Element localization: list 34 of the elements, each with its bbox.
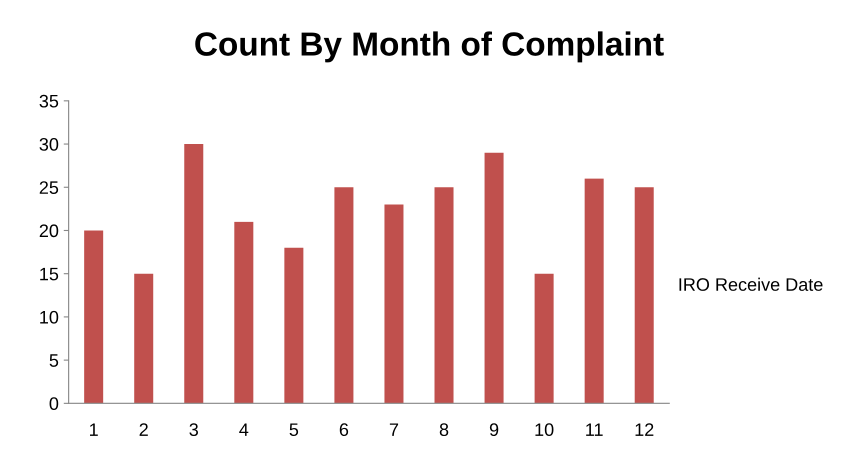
bar xyxy=(184,144,204,404)
x-tick-label: 2 xyxy=(140,423,148,436)
text: IRO Receive Date xyxy=(679,278,823,291)
x-tick-label: 6 xyxy=(340,423,348,436)
x-tick-label: 12 xyxy=(636,423,654,436)
bar xyxy=(384,204,404,404)
bar xyxy=(234,222,254,404)
x-tick-label: 4 xyxy=(239,423,248,436)
y-tick-label: 30 xyxy=(40,138,58,151)
y-tick-label: 5 xyxy=(50,354,58,367)
bar xyxy=(534,274,554,404)
y-tick-label: 35 xyxy=(40,94,58,108)
x-tick-label: 3 xyxy=(189,423,198,436)
y-tick-label: 10 xyxy=(40,310,58,324)
x-tick-label: 10 xyxy=(535,423,554,436)
bar xyxy=(284,248,304,404)
bar xyxy=(134,274,154,404)
y-tick-label: 25 xyxy=(40,181,58,194)
bar xyxy=(584,178,604,404)
bar xyxy=(84,230,104,404)
x-tick-label: 7 xyxy=(390,423,398,436)
bar xyxy=(334,187,354,404)
y-tick-label: 20 xyxy=(40,224,58,238)
bar xyxy=(434,187,454,404)
x-tick-label: 8 xyxy=(440,423,448,436)
y-tick-label: 15 xyxy=(40,268,58,280)
y-tick-label: 0 xyxy=(50,397,58,410)
bar xyxy=(634,187,654,404)
bar xyxy=(484,152,504,404)
x-tick-label: 5 xyxy=(290,423,298,436)
x-tick-label: 1 xyxy=(90,423,98,436)
x-tick-label: 11 xyxy=(586,423,603,436)
chart-title: Count By Month of Complaint xyxy=(195,31,664,62)
x-tick-label: 9 xyxy=(490,423,498,436)
